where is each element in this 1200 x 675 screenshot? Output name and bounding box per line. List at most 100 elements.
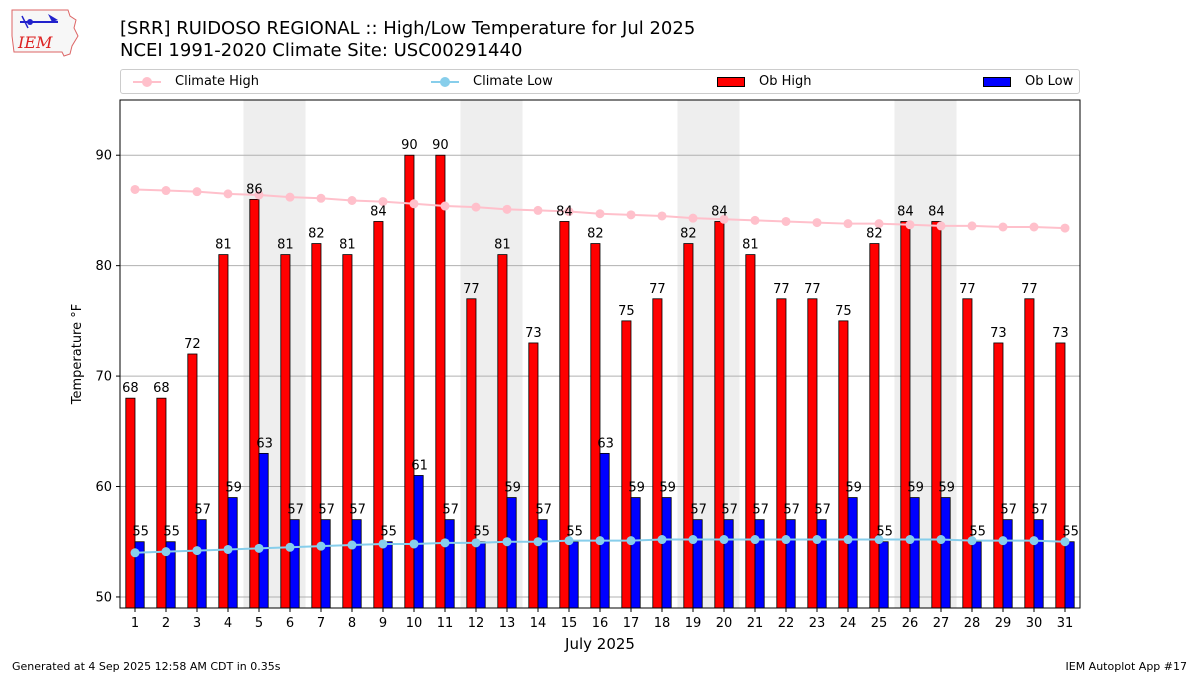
climate-low-point — [285, 542, 295, 552]
climate-high-point — [192, 187, 202, 197]
ob-high-value-label: 72 — [184, 337, 201, 352]
ob-high-value-label: 81 — [215, 238, 232, 253]
x-tick-label: 10 — [406, 616, 423, 631]
x-tick-label: 24 — [840, 616, 857, 631]
climate-low-point — [440, 538, 450, 548]
x-tick-label: 13 — [499, 616, 516, 631]
ob-high-value-label: 82 — [587, 227, 604, 242]
ob-high-bar — [590, 243, 601, 609]
ob-low-bar — [723, 519, 734, 609]
climate-low-point — [874, 535, 884, 545]
ob-high-value-label: 84 — [897, 204, 914, 219]
ob-low-bar — [816, 519, 827, 609]
ob-high-bar — [156, 397, 167, 609]
x-tick-label: 23 — [809, 616, 826, 631]
ob-low-value-label: 59 — [225, 481, 242, 496]
climate-low-point — [409, 539, 419, 549]
climate-high-point — [502, 204, 512, 214]
ob-low-value-label: 63 — [597, 436, 614, 451]
ob-low-value-label: 57 — [814, 503, 831, 518]
climate-low-point — [967, 536, 977, 546]
climate-low-point — [378, 539, 388, 549]
legend-label: Ob High — [759, 74, 812, 89]
ob-high-value-label: 81 — [742, 238, 759, 253]
x-tick-label: 30 — [1026, 616, 1043, 631]
ob-low-value-label: 59 — [504, 481, 521, 496]
x-tick-label: 25 — [871, 616, 888, 631]
x-tick-label: 9 — [379, 616, 387, 631]
x-tick-label: 31 — [1057, 616, 1074, 631]
ob-low-bar — [940, 497, 951, 609]
ob-low-bar — [847, 497, 858, 609]
climate-low-point — [192, 546, 202, 556]
ob-high-bar — [280, 254, 291, 609]
generated-timestamp: Generated at 4 Sep 2025 12:58 AM CDT in … — [12, 660, 281, 673]
climate-high-point — [347, 195, 357, 205]
y-axis-label: Temperature °F — [70, 304, 85, 405]
x-tick-label: 17 — [623, 616, 640, 631]
x-tick-label: 20 — [716, 616, 733, 631]
ob-high-bar — [1024, 298, 1035, 609]
ob-low-bar — [537, 519, 548, 609]
ob-high-bar — [342, 254, 353, 609]
x-tick-label: 15 — [561, 616, 578, 631]
climate-low-point — [812, 535, 822, 545]
ob-high-bar — [621, 320, 632, 609]
ob-low-bar — [661, 497, 672, 609]
ob-low-bar — [289, 519, 300, 609]
ob-high-bar — [1055, 342, 1066, 609]
y-tick-label: 90 — [95, 149, 112, 164]
ob-high-bar — [652, 298, 663, 609]
ob-high-bar — [218, 254, 229, 609]
climate-high-point — [378, 197, 388, 207]
chart-title: [SRR] RUIDOSO REGIONAL :: High/Low Tempe… — [120, 18, 696, 39]
ob-high-value-label: 82 — [680, 227, 697, 242]
ob-low-bar — [630, 497, 641, 609]
climate-high-point — [533, 205, 543, 215]
climate-low-point — [595, 536, 605, 546]
x-tick-label: 28 — [964, 616, 981, 631]
x-tick-label: 3 — [193, 616, 201, 631]
ob-low-bar — [568, 541, 579, 609]
climate-high-point — [1060, 223, 1070, 233]
ob-low-bar — [1033, 519, 1044, 609]
ob-low-bar — [1002, 519, 1013, 609]
ob-high-bar — [187, 353, 198, 609]
climate-high-point — [998, 222, 1008, 232]
ob-high-bar — [683, 243, 694, 609]
climate-low-point — [347, 540, 357, 550]
ob-low-bar — [258, 452, 269, 609]
x-tick-label: 14 — [530, 616, 547, 631]
legend-label: Climate Low — [473, 74, 553, 89]
y-tick-label: 60 — [95, 480, 112, 495]
ob-low-value-label: 55 — [566, 525, 583, 540]
ob-high-value-label: 84 — [556, 204, 573, 219]
ob-high-bar — [125, 397, 136, 609]
ob-high-bar — [900, 221, 911, 609]
climate-low-point — [998, 536, 1008, 546]
x-tick-label: 22 — [778, 616, 795, 631]
ob-high-value-label: 81 — [277, 238, 294, 253]
ob-high-value-label: 86 — [246, 182, 263, 197]
climate-high-point — [657, 211, 667, 221]
x-tick-label: 5 — [255, 616, 263, 631]
ob-low-value-label: 57 — [752, 503, 769, 518]
ob-low-value-label: 59 — [628, 481, 645, 496]
ob-low-value-label: 59 — [659, 481, 676, 496]
ob-low-bar — [878, 541, 889, 609]
legend-label: Ob Low — [1025, 74, 1074, 89]
x-tick-label: 29 — [995, 616, 1012, 631]
climate-low-point — [905, 535, 915, 545]
ob-low-bar — [506, 497, 517, 609]
y-tick-label: 80 — [95, 259, 112, 274]
ob-low-value-label: 57 — [442, 503, 459, 518]
climate-low-point — [130, 548, 140, 558]
x-tick-label: 6 — [286, 616, 294, 631]
ob-high-value-label: 81 — [494, 238, 511, 253]
ob-high-value-label: 90 — [401, 138, 418, 153]
climate-lines — [130, 184, 1070, 558]
climate-low-point — [502, 537, 512, 547]
ob-low-value-label: 57 — [535, 503, 552, 518]
x-tick-label: 8 — [348, 616, 356, 631]
